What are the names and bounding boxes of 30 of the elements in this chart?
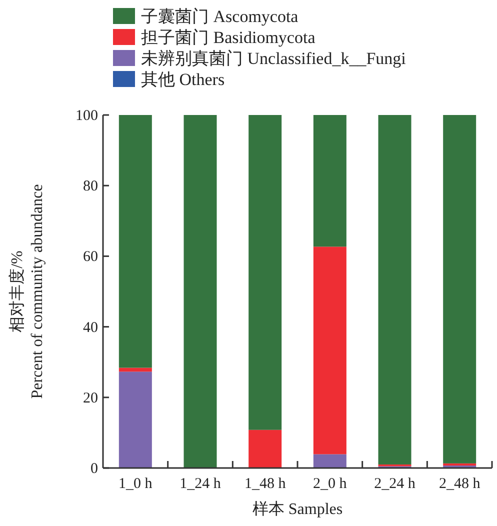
bar xyxy=(443,463,476,466)
bar xyxy=(118,115,152,368)
bar xyxy=(248,430,282,468)
y-tick-label: 100 xyxy=(76,108,98,124)
bar xyxy=(313,454,346,468)
x-tick-label: 1_48 h xyxy=(244,476,286,492)
x-tick-label: 2_48 h xyxy=(438,476,481,492)
bar xyxy=(118,372,152,468)
legend-label: 其他 Others xyxy=(141,70,225,89)
x-axis-title: 样本 Samples xyxy=(252,500,343,518)
legend-label: 未辨别真菌门 Unclassified_k__Fungi xyxy=(141,49,406,68)
bar xyxy=(313,115,346,247)
x-tick-label: 1_24 h xyxy=(180,476,222,492)
bar xyxy=(313,246,346,454)
y-tick-label: 20 xyxy=(83,390,98,406)
x-tick-label: 1_0 h xyxy=(118,476,153,492)
x-tick-label: 2_0 h xyxy=(313,476,348,492)
bar xyxy=(443,115,476,464)
bar xyxy=(118,368,152,372)
x-tick-label: 2_24 h xyxy=(374,476,416,492)
y-tick-label: 60 xyxy=(83,249,98,266)
y-tick-label: 0 xyxy=(90,461,98,477)
legend-label: 子囊菌门 Ascomycota xyxy=(141,7,299,26)
bar xyxy=(184,115,217,468)
bar xyxy=(378,115,412,464)
y-axis-title: 相对丰度/% Percent of community abundance xyxy=(8,184,46,399)
bar xyxy=(248,115,282,430)
y-tick-label: 40 xyxy=(83,320,98,336)
legend-label: 担子菌门 Basidiomycota xyxy=(141,28,316,47)
y-tick-label: 80 xyxy=(83,178,98,195)
